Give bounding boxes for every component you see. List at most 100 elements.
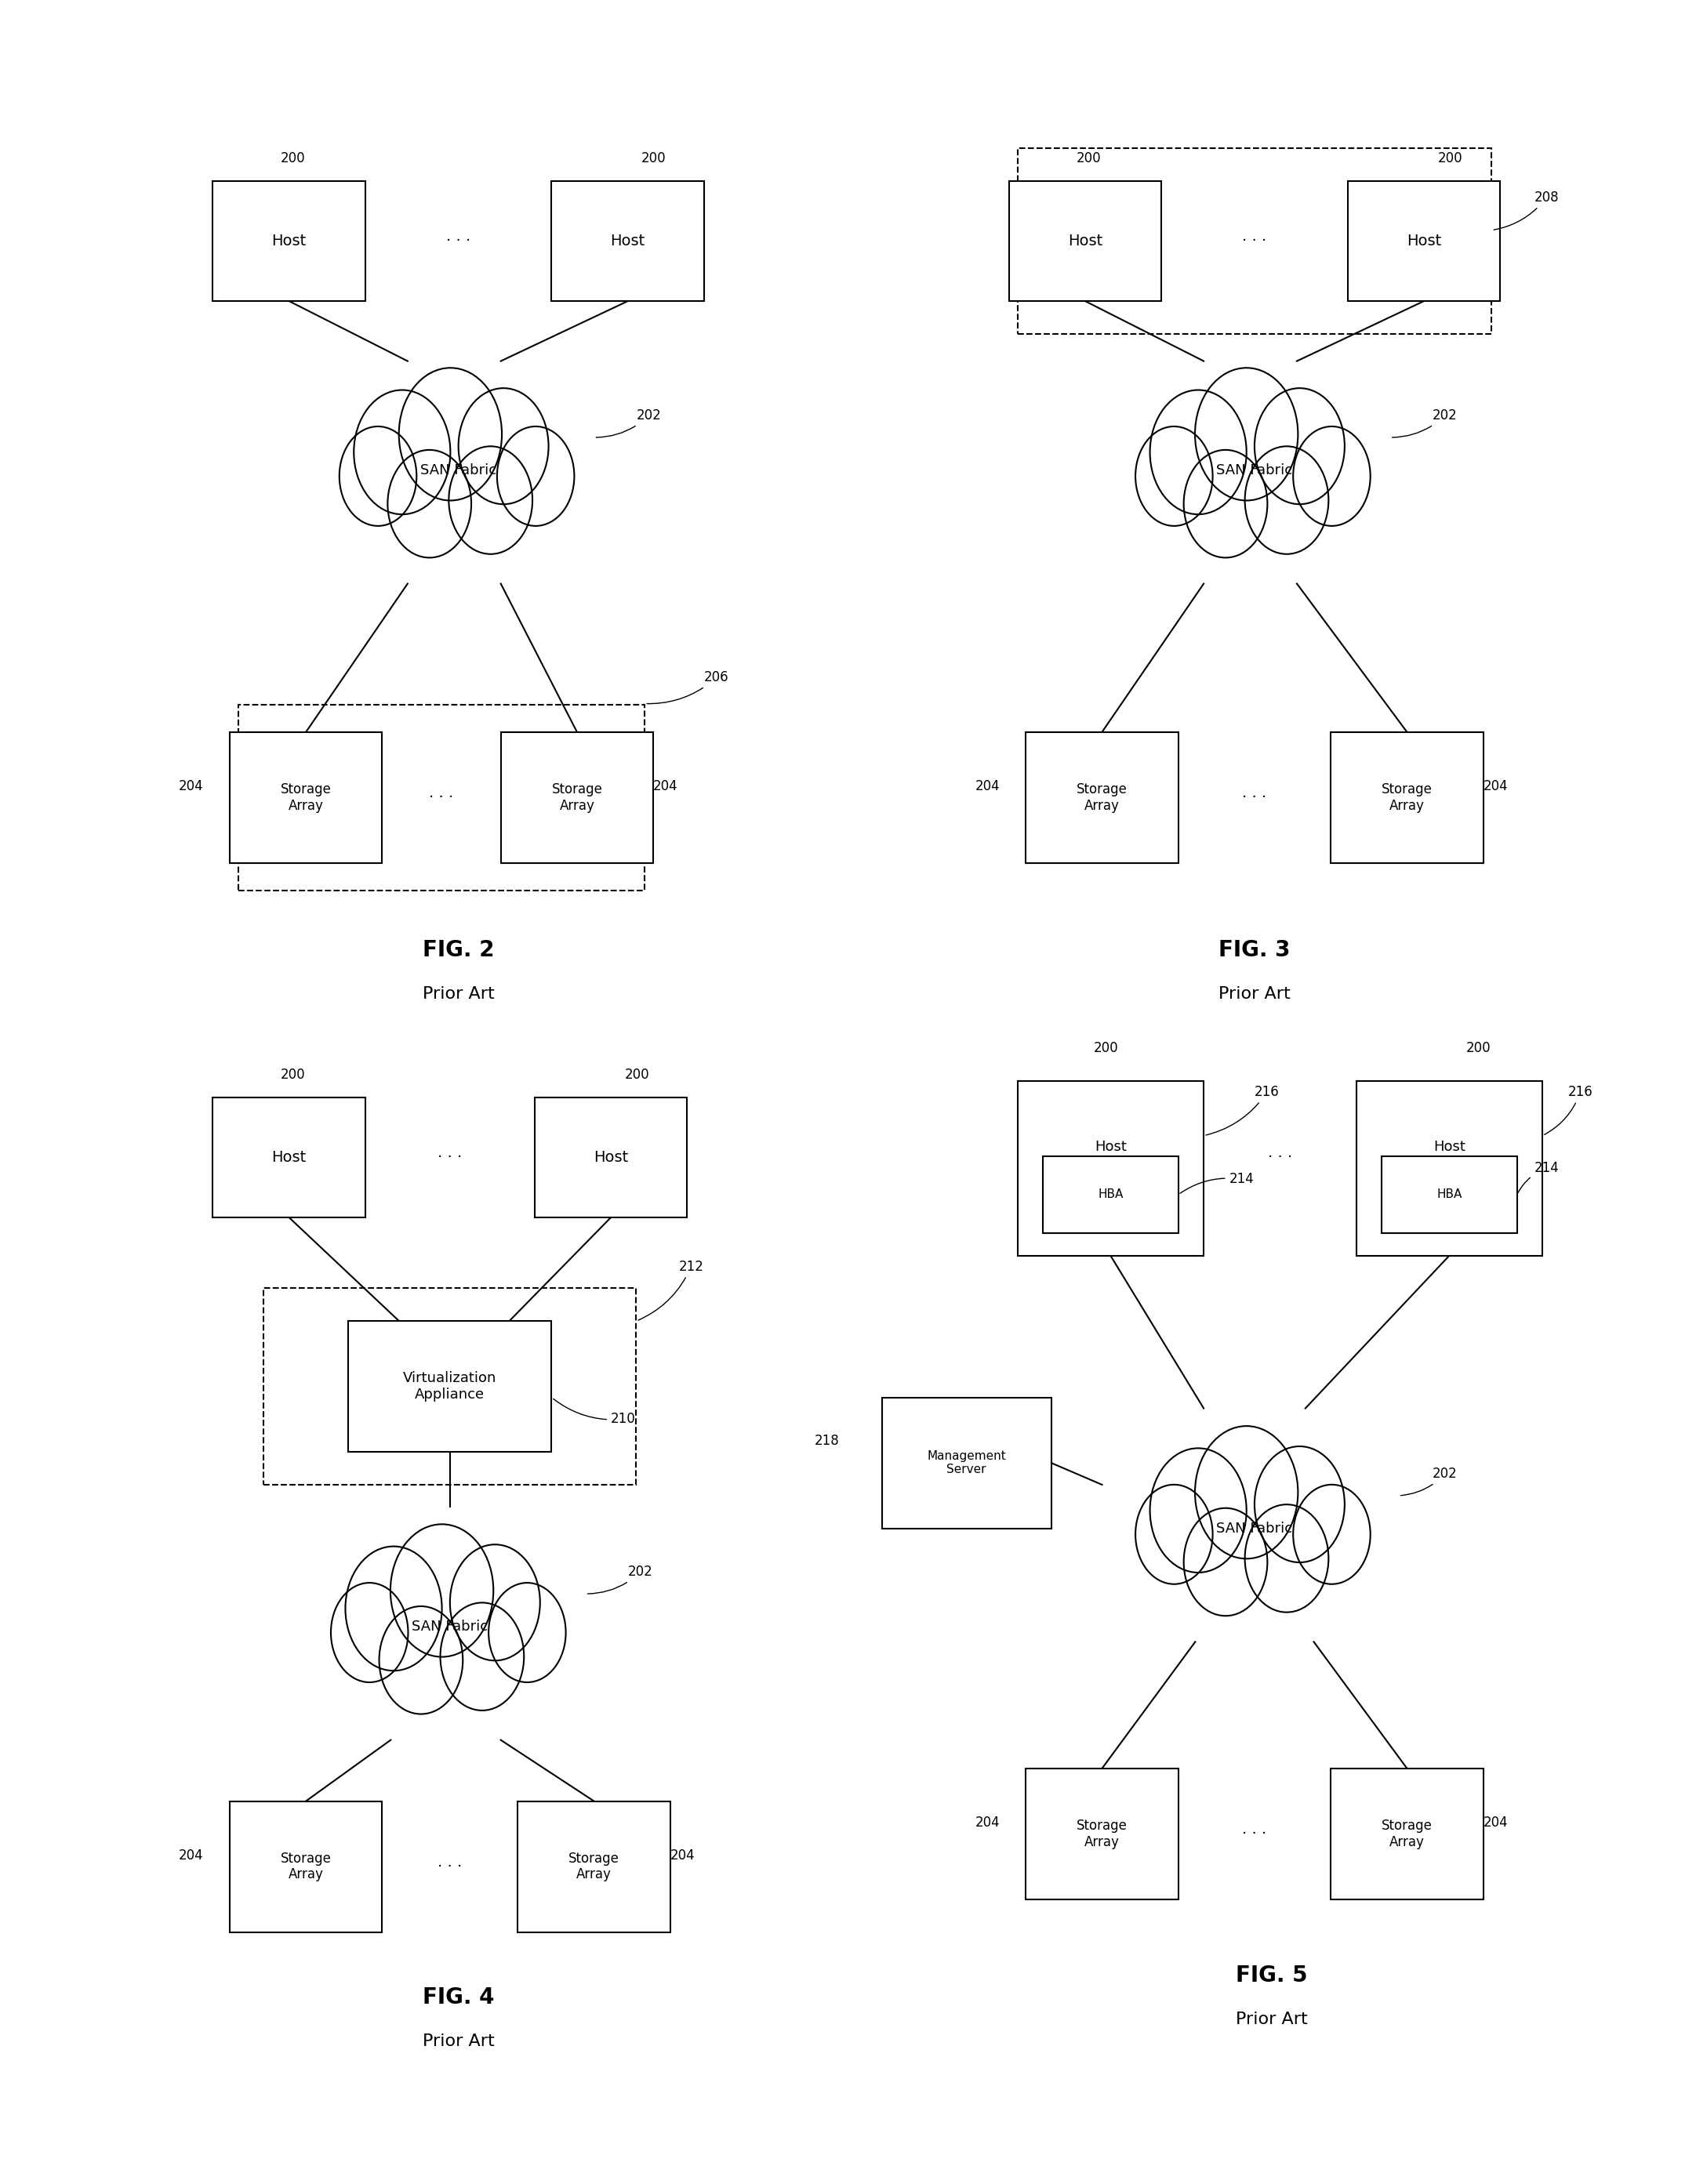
Circle shape	[346, 1546, 443, 1671]
Text: Host: Host	[1094, 1140, 1126, 1153]
Text: 204: 204	[975, 1815, 1001, 1830]
Text: Prior Art: Prior Art	[1235, 2011, 1308, 2027]
Bar	[882, 1398, 1052, 1529]
Circle shape	[339, 426, 417, 526]
Circle shape	[458, 389, 548, 505]
Circle shape	[449, 446, 533, 555]
Circle shape	[1184, 450, 1267, 557]
Text: · · ·: · · ·	[1241, 1826, 1267, 1841]
Bar	[212, 181, 365, 301]
Bar	[229, 732, 382, 863]
Bar	[229, 1802, 382, 1933]
Text: 200: 200	[1094, 1042, 1118, 1055]
Text: 214: 214	[1518, 1162, 1559, 1192]
Text: 200: 200	[624, 1068, 650, 1081]
Circle shape	[1135, 426, 1213, 526]
Circle shape	[1245, 446, 1328, 555]
Text: 204: 204	[1484, 780, 1508, 793]
Circle shape	[388, 450, 471, 557]
Text: 202: 202	[1401, 1468, 1457, 1496]
Text: 204: 204	[975, 780, 1001, 793]
Text: 200: 200	[641, 151, 667, 166]
Circle shape	[380, 1605, 463, 1714]
Circle shape	[1292, 426, 1370, 526]
Text: FIG. 2: FIG. 2	[422, 939, 494, 961]
Text: 200: 200	[1077, 151, 1101, 166]
Text: Host: Host	[271, 1151, 307, 1164]
Circle shape	[1255, 389, 1345, 505]
Text: · · ·: · · ·	[1267, 1151, 1292, 1164]
Bar	[500, 732, 653, 863]
Text: Storage
Array: Storage Array	[551, 782, 602, 812]
Bar	[348, 1321, 551, 1452]
Text: 200: 200	[280, 1068, 305, 1081]
Text: SAN Fabric: SAN Fabric	[1216, 1522, 1292, 1535]
Circle shape	[399, 367, 502, 500]
Circle shape	[331, 1583, 409, 1682]
Bar	[1026, 732, 1179, 863]
Circle shape	[1135, 1485, 1213, 1583]
Text: Storage
Array: Storage Array	[1382, 782, 1433, 812]
Text: FIG. 3: FIG. 3	[1219, 939, 1291, 961]
Text: Storage
Array: Storage Array	[280, 1852, 331, 1883]
Text: Storage
Array: Storage Array	[1077, 1819, 1128, 1850]
Text: Host: Host	[1068, 234, 1102, 249]
Text: 208: 208	[1494, 190, 1559, 229]
Text: SAN Fabric: SAN Fabric	[421, 463, 497, 478]
Text: Prior Art: Prior Art	[422, 2033, 495, 2049]
Text: Host: Host	[1433, 1140, 1465, 1153]
Text: SAN Fabric: SAN Fabric	[1216, 463, 1292, 478]
Bar	[1009, 181, 1162, 301]
Text: Prior Art: Prior Art	[1218, 985, 1291, 1002]
Text: Host: Host	[594, 1151, 628, 1164]
Circle shape	[1196, 367, 1297, 500]
Bar	[212, 1096, 365, 1216]
Text: 210: 210	[553, 1398, 636, 1426]
Text: 214: 214	[1180, 1173, 1253, 1192]
Text: 200: 200	[1438, 151, 1462, 166]
Text: · · ·: · · ·	[429, 791, 455, 806]
Text: Storage
Array: Storage Array	[1077, 782, 1128, 812]
Text: 204: 204	[1484, 1815, 1508, 1830]
Text: 202: 202	[595, 408, 661, 437]
Bar	[1018, 149, 1492, 334]
Text: · · ·: · · ·	[438, 1859, 463, 1874]
Text: Storage
Array: Storage Array	[568, 1852, 619, 1883]
Circle shape	[441, 1603, 524, 1710]
Text: · · ·: · · ·	[1241, 234, 1267, 249]
Text: Management
Server: Management Server	[928, 1450, 1006, 1476]
Text: · · ·: · · ·	[438, 1151, 463, 1164]
Circle shape	[354, 391, 451, 515]
Text: FIG. 4: FIG. 4	[422, 1987, 494, 2009]
Text: 218: 218	[814, 1435, 840, 1448]
Circle shape	[488, 1583, 566, 1682]
Circle shape	[1150, 391, 1247, 515]
Circle shape	[1184, 1509, 1267, 1616]
Bar	[1026, 1769, 1179, 1900]
Text: 204: 204	[653, 780, 678, 793]
Text: Storage
Array: Storage Array	[280, 782, 331, 812]
Text: Virtualization
Appliance: Virtualization Appliance	[404, 1372, 497, 1402]
Bar	[1348, 181, 1501, 301]
Bar	[551, 181, 704, 301]
Text: 200: 200	[1467, 1042, 1491, 1055]
Circle shape	[1255, 1446, 1345, 1562]
Bar	[237, 705, 644, 891]
Text: HBA: HBA	[1437, 1188, 1462, 1201]
Text: 202: 202	[1392, 408, 1457, 437]
Text: Host: Host	[611, 234, 644, 249]
Text: 216: 216	[1545, 1085, 1593, 1136]
Text: Host: Host	[1406, 234, 1442, 249]
Bar	[263, 1289, 636, 1485]
Text: 204: 204	[670, 1848, 695, 1863]
Text: SAN Fabric: SAN Fabric	[412, 1621, 488, 1634]
Circle shape	[497, 426, 575, 526]
Text: 204: 204	[180, 1848, 204, 1863]
Bar	[1331, 732, 1484, 863]
Text: Storage
Array: Storage Array	[1382, 1819, 1433, 1850]
Text: 212: 212	[638, 1260, 704, 1319]
Circle shape	[1196, 1426, 1297, 1559]
Text: 216: 216	[1206, 1085, 1279, 1136]
Text: Host: Host	[271, 234, 307, 249]
Bar	[1382, 1155, 1516, 1232]
